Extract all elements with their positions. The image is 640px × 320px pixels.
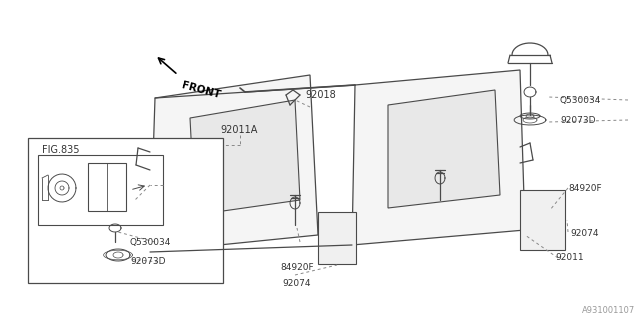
- Text: 84920F: 84920F: [568, 183, 602, 193]
- Polygon shape: [150, 75, 318, 252]
- Text: 92011A: 92011A: [220, 125, 257, 135]
- Text: 92011: 92011: [555, 253, 584, 262]
- Bar: [318, 212, 356, 264]
- Text: Q530034: Q530034: [560, 95, 602, 105]
- Bar: [88, 163, 126, 211]
- Bar: [38, 155, 163, 225]
- Text: A931001107: A931001107: [582, 306, 635, 315]
- Text: 92073D: 92073D: [130, 258, 166, 267]
- Bar: [28, 138, 223, 283]
- Text: FRONT: FRONT: [180, 80, 221, 100]
- Text: Q530034: Q530034: [130, 237, 172, 246]
- Text: FIG.835: FIG.835: [42, 145, 79, 155]
- Text: 84920F: 84920F: [280, 263, 314, 273]
- Polygon shape: [388, 90, 500, 208]
- Text: 92074: 92074: [282, 278, 310, 287]
- Text: 92073D: 92073D: [560, 116, 595, 124]
- Text: 92018: 92018: [305, 90, 336, 100]
- Polygon shape: [352, 70, 525, 245]
- Text: 92074: 92074: [570, 228, 598, 237]
- Polygon shape: [190, 100, 300, 215]
- Bar: [520, 190, 565, 250]
